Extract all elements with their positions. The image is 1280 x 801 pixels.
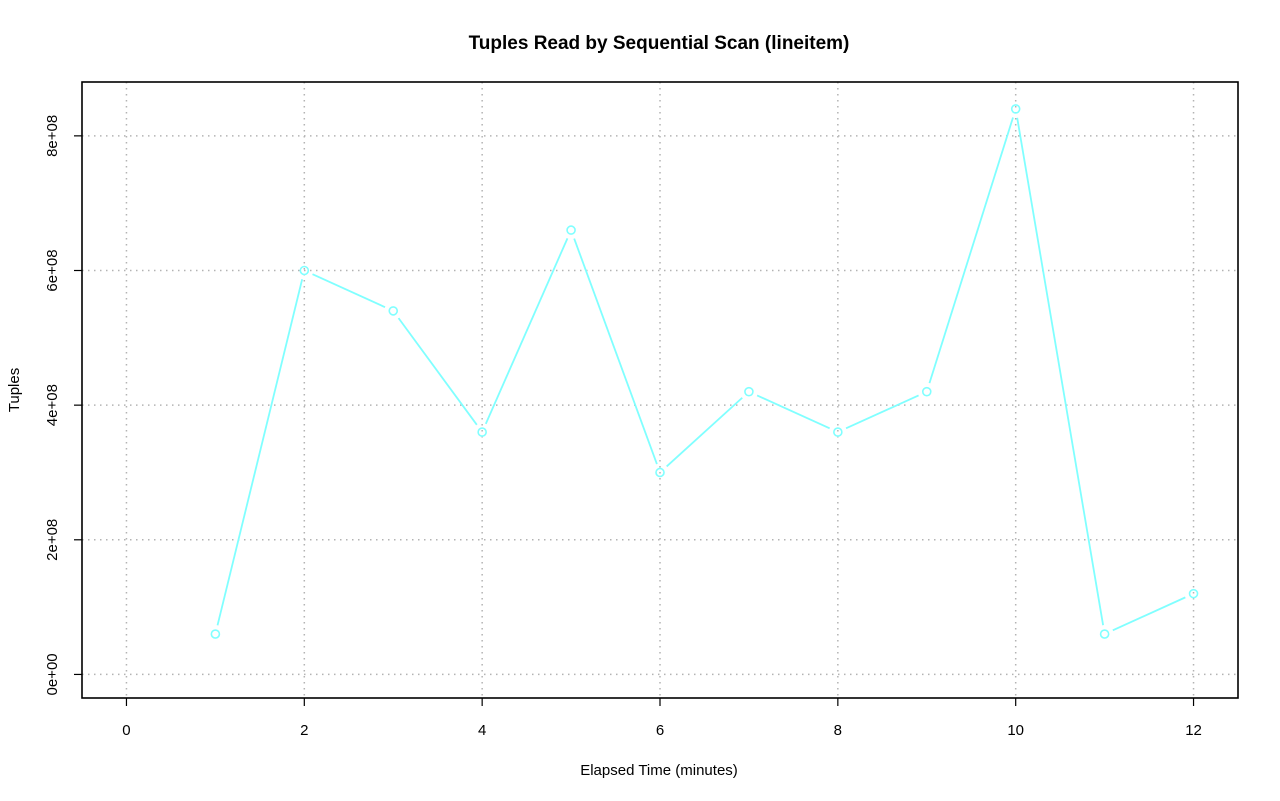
series-line-segment bbox=[1112, 596, 1186, 632]
grid-layer bbox=[82, 82, 1238, 698]
series-line-segment bbox=[573, 238, 658, 465]
data-point bbox=[744, 386, 754, 397]
y-tick-label: 4e+08 bbox=[44, 384, 61, 426]
x-tick-label: 2 bbox=[300, 722, 308, 739]
series-line-segment bbox=[1016, 117, 1105, 626]
y-tick-label: 6e+08 bbox=[44, 249, 61, 291]
plot-frame bbox=[81, 81, 1239, 699]
series-line-segment bbox=[397, 317, 478, 426]
series-line-segment bbox=[216, 279, 304, 626]
x-tick-label: 8 bbox=[834, 722, 842, 739]
x-tick-label: 0 bbox=[122, 722, 130, 739]
data-point bbox=[210, 629, 221, 639]
series-line-segment bbox=[666, 397, 743, 468]
y-tick-label: 2e+08 bbox=[44, 519, 61, 561]
series-layer bbox=[210, 104, 1199, 639]
series-line-segment bbox=[484, 237, 569, 425]
data-point bbox=[1010, 104, 1021, 114]
x-tick-label: 6 bbox=[656, 722, 664, 739]
data-point bbox=[388, 306, 399, 316]
x-tick-label: 12 bbox=[1185, 722, 1202, 739]
data-point bbox=[655, 467, 665, 478]
y-tick-label: 0e+00 bbox=[44, 653, 61, 695]
data-point bbox=[921, 386, 932, 397]
data-point bbox=[833, 427, 843, 437]
series-line-segment bbox=[928, 117, 1014, 384]
x-tick-label: 4 bbox=[478, 722, 486, 739]
data-point bbox=[1188, 588, 1199, 599]
x-tick-label: 10 bbox=[1007, 722, 1024, 739]
y-tick-label: 8e+08 bbox=[44, 115, 61, 157]
y-axis-label: Tuples bbox=[6, 368, 23, 412]
data-point bbox=[299, 265, 310, 276]
chart-title: Tuples Read by Sequential Scan (lineitem… bbox=[469, 33, 850, 54]
x-axis-label: Elapsed Time (minutes) bbox=[580, 762, 738, 779]
series-line-segment bbox=[756, 394, 831, 430]
series-line-segment bbox=[845, 394, 919, 430]
x-axis: 0 2 4 6 8 10 12 bbox=[122, 698, 1202, 739]
y-axis: 0e+00 2e+08 4e+08 6e+08 8e+08 bbox=[44, 115, 82, 696]
series-line-segment bbox=[312, 273, 386, 308]
data-point bbox=[477, 427, 487, 437]
data-point bbox=[1099, 629, 1110, 639]
data-point bbox=[566, 225, 576, 235]
